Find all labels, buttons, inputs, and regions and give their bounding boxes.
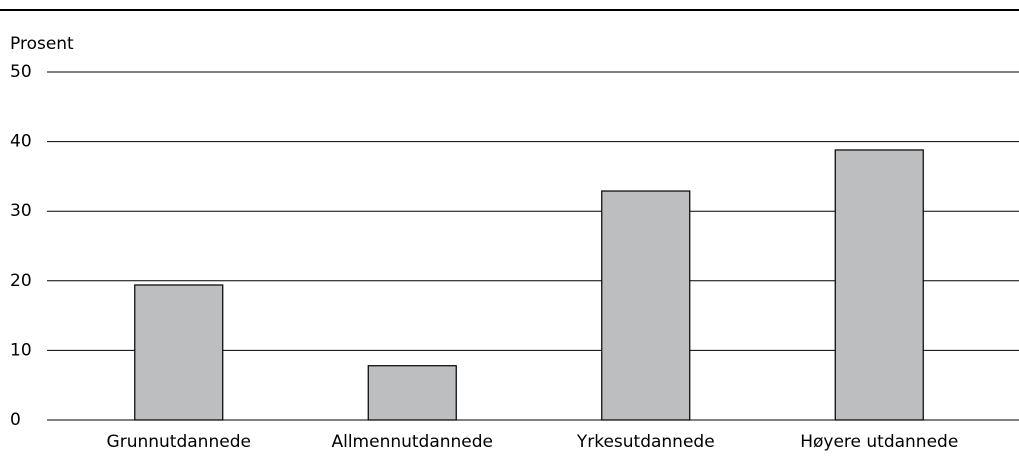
y-tick-label: 0 <box>10 410 21 430</box>
x-tick-label: Yrkesutdannede <box>576 432 715 452</box>
y-tick-label: 50 <box>10 62 32 82</box>
bar <box>134 284 224 421</box>
x-tick-label: Allmennutdannede <box>331 432 493 452</box>
y-tick-label: 40 <box>10 132 32 152</box>
bar <box>601 190 691 421</box>
bar <box>367 365 457 421</box>
y-tick-label: 30 <box>10 201 32 221</box>
y-axis-label: Prosent <box>10 34 74 54</box>
y-tick-label: 20 <box>10 271 32 291</box>
x-tick-label: Grunnutdannede <box>107 432 251 452</box>
bar <box>834 149 924 421</box>
y-tick-label: 10 <box>10 340 32 360</box>
x-tick-label: Høyere utdannede <box>800 432 958 452</box>
